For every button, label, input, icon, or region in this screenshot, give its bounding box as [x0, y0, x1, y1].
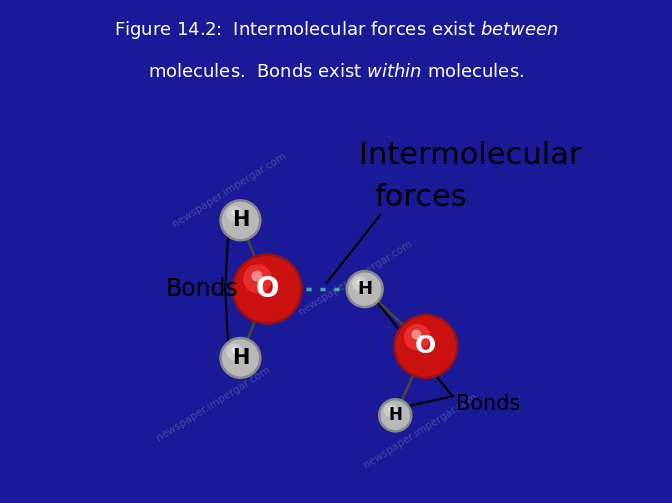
- Circle shape: [231, 210, 238, 216]
- Circle shape: [226, 206, 243, 223]
- Text: Figure 14.2:  Intermolecular forces exist $\it{between}$: Figure 14.2: Intermolecular forces exist…: [114, 19, 558, 41]
- Circle shape: [231, 347, 238, 354]
- Text: H: H: [358, 280, 372, 298]
- Circle shape: [356, 280, 362, 285]
- Circle shape: [394, 315, 457, 378]
- Text: Intermolecular: Intermolecular: [359, 141, 581, 170]
- Circle shape: [220, 200, 260, 240]
- Text: O: O: [415, 334, 436, 359]
- Text: newspaper.impergar.com: newspaper.impergar.com: [155, 365, 272, 443]
- Circle shape: [388, 406, 393, 412]
- Circle shape: [243, 265, 272, 293]
- Circle shape: [411, 329, 421, 340]
- Text: H: H: [388, 406, 402, 424]
- Text: Bonds: Bonds: [166, 277, 239, 301]
- Text: newspaper.impergar.com: newspaper.impergar.com: [296, 238, 414, 317]
- Circle shape: [352, 276, 367, 291]
- Circle shape: [347, 271, 382, 307]
- Text: newspaper.impergar.com: newspaper.impergar.com: [170, 150, 288, 229]
- Circle shape: [379, 399, 411, 432]
- Text: H: H: [232, 348, 249, 368]
- Text: O: O: [255, 275, 279, 303]
- Circle shape: [251, 271, 262, 282]
- Circle shape: [226, 344, 243, 360]
- Circle shape: [233, 255, 302, 323]
- Text: forces: forces: [374, 183, 467, 212]
- Circle shape: [404, 324, 430, 350]
- Text: Bonds: Bonds: [456, 394, 521, 414]
- Circle shape: [384, 404, 398, 417]
- Text: H: H: [232, 210, 249, 230]
- Circle shape: [220, 338, 260, 378]
- Text: newspaper.impergar.com: newspaper.impergar.com: [362, 391, 478, 470]
- Text: molecules.  Bonds exist $\it{within}$ molecules.: molecules. Bonds exist $\it{within}$ mol…: [148, 63, 524, 81]
